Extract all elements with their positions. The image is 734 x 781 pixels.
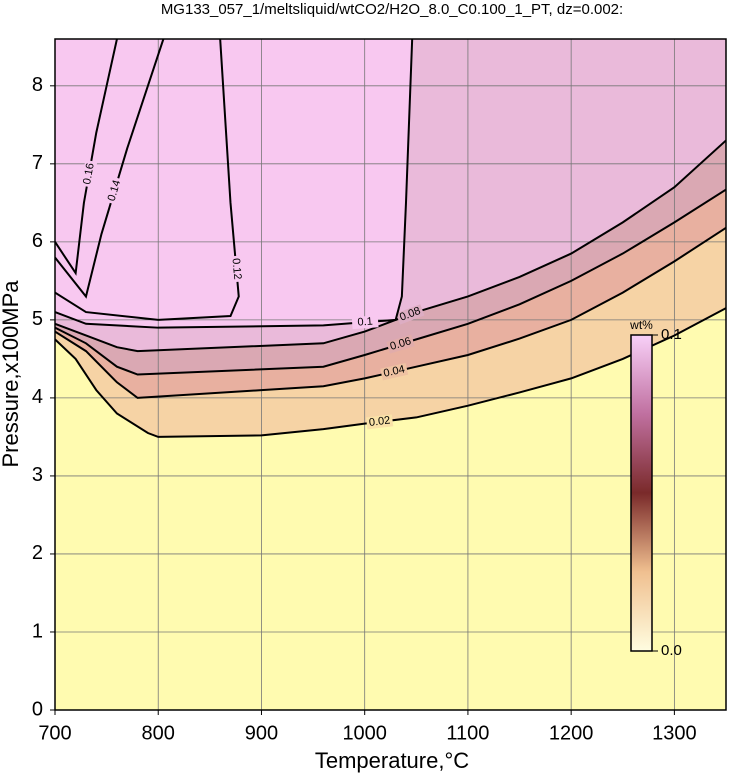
contour-label-bg xyxy=(395,304,425,325)
contour-fill xyxy=(55,39,117,274)
colorbar xyxy=(630,334,653,652)
x-axis-label: Temperature,°C xyxy=(315,748,469,773)
y-tick-label: 4 xyxy=(32,386,43,408)
x-tick-label: 1200 xyxy=(549,722,594,744)
contour-label-bg xyxy=(351,315,379,330)
contour-label-bg xyxy=(80,159,98,188)
contour-label-text: 0.02 xyxy=(368,415,391,429)
contour-label: 0.06 xyxy=(386,334,415,354)
colorbar-tick-label: 0.1 xyxy=(661,326,682,343)
colorbar-tick-label: 0.0 xyxy=(661,642,682,659)
contour-label: 0.12 xyxy=(229,255,244,283)
y-tick-label: 6 xyxy=(32,230,43,252)
y-tick-label: 7 xyxy=(32,152,43,174)
plot-frame xyxy=(54,38,727,711)
x-tick-label: 1000 xyxy=(342,722,387,744)
chart-title: MG133_057_1/meltsliquid/wtCO2/H2O_8.0_C0… xyxy=(161,1,623,18)
x-tick-label: 1100 xyxy=(446,722,489,744)
contour-label-bg xyxy=(386,334,415,354)
y-tick-label: 1 xyxy=(32,620,43,642)
y-tick-label: 3 xyxy=(32,464,43,486)
y-tick-label: 0 xyxy=(32,698,43,720)
contour-lines: 0.020.040.060.080.10.120.140.16 xyxy=(55,39,726,438)
x-tick-label: 800 xyxy=(142,722,175,744)
y-axis-label: Pressure,x100MPa xyxy=(0,280,23,468)
contour-line xyxy=(55,307,726,438)
contour-label-text: 0.04 xyxy=(382,363,406,379)
contour-label-bg xyxy=(105,176,124,205)
contour-line xyxy=(55,188,726,376)
colorbar-label: wt% xyxy=(629,318,653,332)
y-tick-label: 5 xyxy=(32,308,43,330)
contour-label: 0.04 xyxy=(380,362,409,381)
contour-label-bg xyxy=(380,362,409,381)
contour-line xyxy=(55,39,240,321)
contour-label: 0.1 xyxy=(351,315,379,330)
contour-label: 0.14 xyxy=(105,176,124,205)
contour-label-text: 0.06 xyxy=(389,335,413,353)
contour-label-bg xyxy=(229,255,244,283)
contour-label: 0.02 xyxy=(366,414,394,430)
x-tick-label: 700 xyxy=(38,722,71,744)
x-tick-label: 1300 xyxy=(652,722,697,744)
y-tick-label: 2 xyxy=(32,542,43,564)
contour-label-text: 0.14 xyxy=(106,179,124,203)
contour-label-text: 0.1 xyxy=(357,316,373,329)
contour-label: 0.16 xyxy=(80,159,98,188)
contour-label-bg xyxy=(366,414,394,430)
contour-label-text: 0.12 xyxy=(229,258,243,280)
y-tick-label: 8 xyxy=(32,74,43,96)
x-tick-label: 900 xyxy=(245,722,278,744)
contour-label-text: 0.16 xyxy=(81,162,97,185)
